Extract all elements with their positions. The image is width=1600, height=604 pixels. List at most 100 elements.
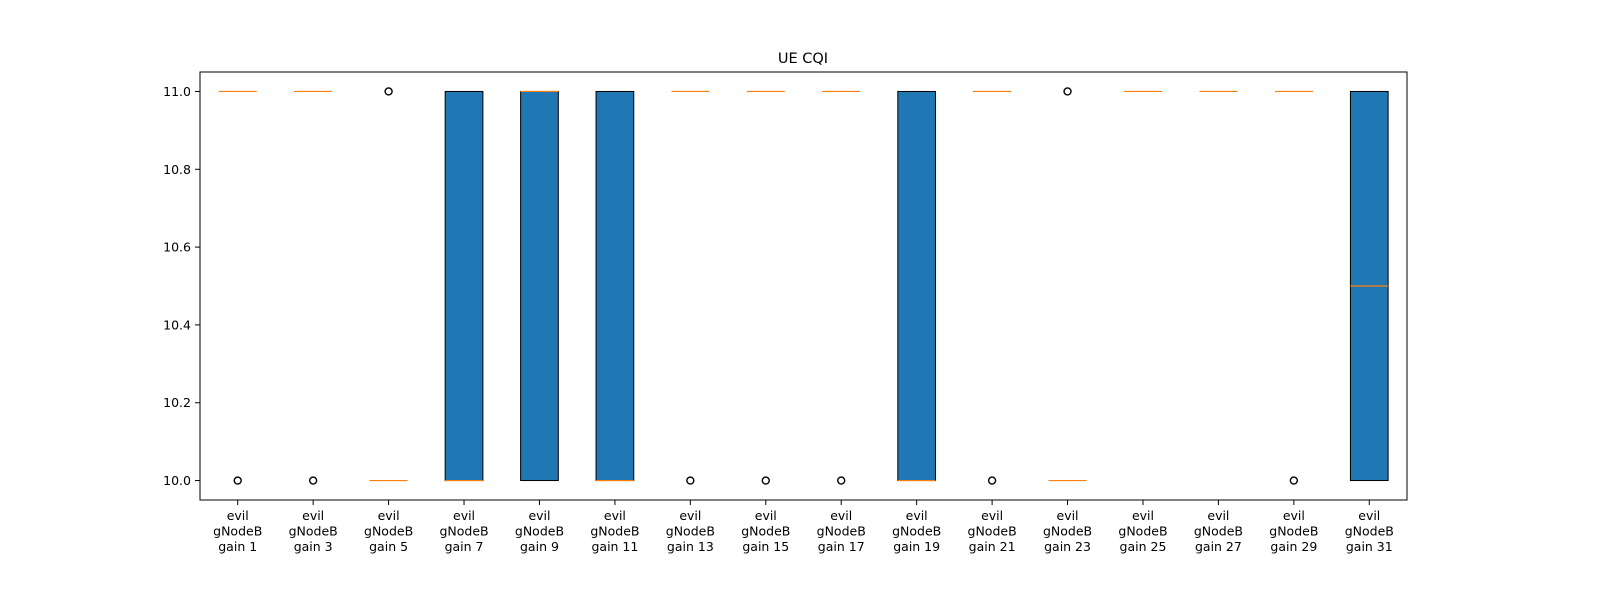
y-axis: 10.0 10.2 10.4 10.6 10.8 11.0 xyxy=(163,84,200,488)
x-tick-label-line: evil xyxy=(227,508,249,523)
box-group xyxy=(218,90,257,485)
x-tick-label-line: evil xyxy=(981,508,1003,523)
x-tick-label-line: gain 5 xyxy=(369,539,408,554)
x-tick-label: evil gNodeB gain 25 xyxy=(1118,508,1167,554)
x-tick-label-line: gain 7 xyxy=(445,539,484,554)
boxes-layer xyxy=(218,87,1389,485)
x-tick-label-line: gain 15 xyxy=(742,539,789,554)
x-tick-label-line: gNodeB xyxy=(666,524,715,539)
x-tick-label: evil gNodeB gain 31 xyxy=(1345,508,1394,554)
flier-point xyxy=(308,476,318,485)
x-tick-label-line: gNodeB xyxy=(741,524,790,539)
x-tick-label-line: gain 25 xyxy=(1120,539,1167,554)
box-group xyxy=(1048,87,1087,482)
box-group xyxy=(746,90,785,485)
x-tick-label-line: gain 9 xyxy=(520,539,559,554)
x-tick-label-line: evil xyxy=(1358,508,1380,523)
x-tick-label-line: gNodeB xyxy=(1345,524,1394,539)
x-tick-label-line: evil xyxy=(755,508,777,523)
x-tick-label-line: gNodeB xyxy=(968,524,1017,539)
flier-point xyxy=(761,476,770,485)
x-tick-label-line: gain 1 xyxy=(218,539,257,554)
x-tick-label: evil gNodeB gain 11 xyxy=(590,508,639,554)
box-group xyxy=(520,90,559,482)
x-tick-label-line: gNodeB xyxy=(1194,524,1243,539)
box-group xyxy=(1274,90,1313,485)
x-tick-label: evil gNodeB gain 3 xyxy=(289,508,338,554)
x-tick-label-line: gNodeB xyxy=(439,524,488,539)
x-tick-label-line: gain 21 xyxy=(969,539,1016,554)
flier-point xyxy=(1289,476,1299,485)
y-tick-label: 11.0 xyxy=(163,84,191,99)
chart-title: UE CQI xyxy=(778,51,828,67)
x-tick-label-line: gNodeB xyxy=(590,524,639,539)
x-tick-label: evil gNodeB gain 7 xyxy=(439,508,488,554)
box-group xyxy=(1349,90,1389,482)
x-tick-label-line: gain 19 xyxy=(893,539,940,554)
x-tick-label-line: evil xyxy=(604,508,626,523)
plot-area-frame xyxy=(199,71,1408,501)
x-tick-label: evil gNodeB gain 5 xyxy=(364,508,413,554)
x-tick-label-line: evil xyxy=(1283,508,1305,523)
x-tick-label-line: gNodeB xyxy=(1043,524,1092,539)
x-tick-label: evil gNodeB gain 27 xyxy=(1194,508,1243,554)
box-body xyxy=(595,90,635,482)
box-group xyxy=(595,90,635,482)
x-tick-label-line: gNodeB xyxy=(1118,524,1167,539)
x-tick-label-line: gNodeB xyxy=(817,524,866,539)
box-body xyxy=(444,90,484,482)
box-group xyxy=(822,90,861,485)
box-group xyxy=(369,87,408,482)
x-tick-label: evil gNodeB gain 13 xyxy=(666,508,715,554)
x-tick-label: evil gNodeB gain 19 xyxy=(892,508,941,554)
flier-point xyxy=(233,476,242,485)
box-group xyxy=(973,90,1011,485)
x-tick-label-line: evil xyxy=(1132,508,1154,523)
box-body xyxy=(897,90,937,482)
x-tick-label: evil gNodeB gain 23 xyxy=(1043,508,1092,554)
flier-point xyxy=(686,476,695,485)
x-tick-label-line: evil xyxy=(302,508,324,523)
x-tick-label-line: evil xyxy=(453,508,475,523)
x-tick-label-line: evil xyxy=(830,508,852,523)
x-tick-label: evil gNodeB gain 29 xyxy=(1269,508,1318,554)
x-tick-label-line: gNodeB xyxy=(1269,524,1318,539)
y-tick-label: 10.4 xyxy=(163,317,191,332)
x-tick-label-line: gNodeB xyxy=(289,524,338,539)
x-tick-label-line: gNodeB xyxy=(892,524,941,539)
box-body xyxy=(520,90,559,482)
y-tick-label: 10.0 xyxy=(163,473,191,488)
x-tick-label-line: evil xyxy=(906,508,928,523)
box-group xyxy=(897,90,937,482)
x-tick-label: evil gNodeB gain 17 xyxy=(817,508,866,554)
y-tick-label: 10.8 xyxy=(163,162,191,177)
flier-point xyxy=(837,476,846,485)
box-group xyxy=(444,90,484,482)
x-tick-label-line: gain 31 xyxy=(1346,539,1393,554)
x-tick-label-line: gain 17 xyxy=(818,539,865,554)
x-tick-label-line: gain 3 xyxy=(294,539,333,554)
x-tick-label-line: gain 27 xyxy=(1195,539,1242,554)
x-tick-label: evil gNodeB gain 9 xyxy=(515,508,564,554)
y-tick-label: 10.2 xyxy=(163,395,191,410)
x-tick-label-line: gain 29 xyxy=(1270,539,1317,554)
flier-point xyxy=(1063,87,1072,96)
x-tick-label-line: gNodeB xyxy=(213,524,262,539)
x-tick-label-line: gain 11 xyxy=(591,539,638,554)
x-tick-label-line: evil xyxy=(528,508,550,523)
x-tick-label-line: gain 13 xyxy=(667,539,714,554)
x-tick-label: evil gNodeB gain 15 xyxy=(741,508,790,554)
x-tick-label: evil gNodeB gain 21 xyxy=(968,508,1017,554)
x-tick-label-line: gNodeB xyxy=(515,524,564,539)
x-tick-label-line: evil xyxy=(679,508,701,523)
x-tick-label-line: evil xyxy=(1207,508,1229,523)
x-tick-label-line: gNodeB xyxy=(364,524,413,539)
x-tick-label-line: evil xyxy=(378,508,400,523)
flier-point xyxy=(384,87,393,96)
x-tick-label-line: gain 23 xyxy=(1044,539,1091,554)
flier-point xyxy=(987,476,997,485)
x-tick-label: evil gNodeB gain 1 xyxy=(213,508,262,554)
